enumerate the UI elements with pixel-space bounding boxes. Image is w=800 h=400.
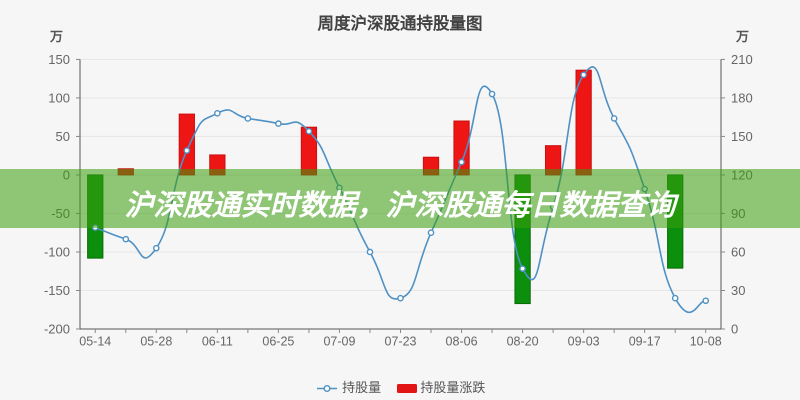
svg-text:-150: -150 — [44, 283, 70, 298]
svg-text:30: 30 — [731, 283, 745, 298]
svg-text:-200: -200 — [44, 322, 70, 337]
svg-text:-100: -100 — [44, 244, 70, 259]
svg-text:09-17: 09-17 — [629, 335, 661, 349]
svg-text:210: 210 — [731, 52, 753, 67]
svg-text:05-14: 05-14 — [79, 335, 111, 349]
svg-text:09-03: 09-03 — [568, 335, 600, 349]
svg-text:180: 180 — [731, 90, 753, 105]
svg-text:50: 50 — [56, 129, 70, 144]
svg-text:08-20: 08-20 — [507, 335, 539, 349]
svg-text:100: 100 — [48, 90, 70, 105]
svg-text:150: 150 — [731, 129, 753, 144]
svg-text:05-28: 05-28 — [140, 335, 172, 349]
svg-text:08-06: 08-06 — [446, 335, 478, 349]
svg-text:07-09: 07-09 — [323, 335, 355, 349]
svg-text:07-23: 07-23 — [385, 335, 417, 349]
svg-text:60: 60 — [731, 244, 745, 259]
svg-text:06-11: 06-11 — [202, 335, 233, 349]
svg-text:06-25: 06-25 — [262, 335, 294, 349]
svg-text:10-08: 10-08 — [690, 335, 722, 349]
svg-text:0: 0 — [731, 322, 738, 337]
svg-text:150: 150 — [48, 52, 70, 67]
